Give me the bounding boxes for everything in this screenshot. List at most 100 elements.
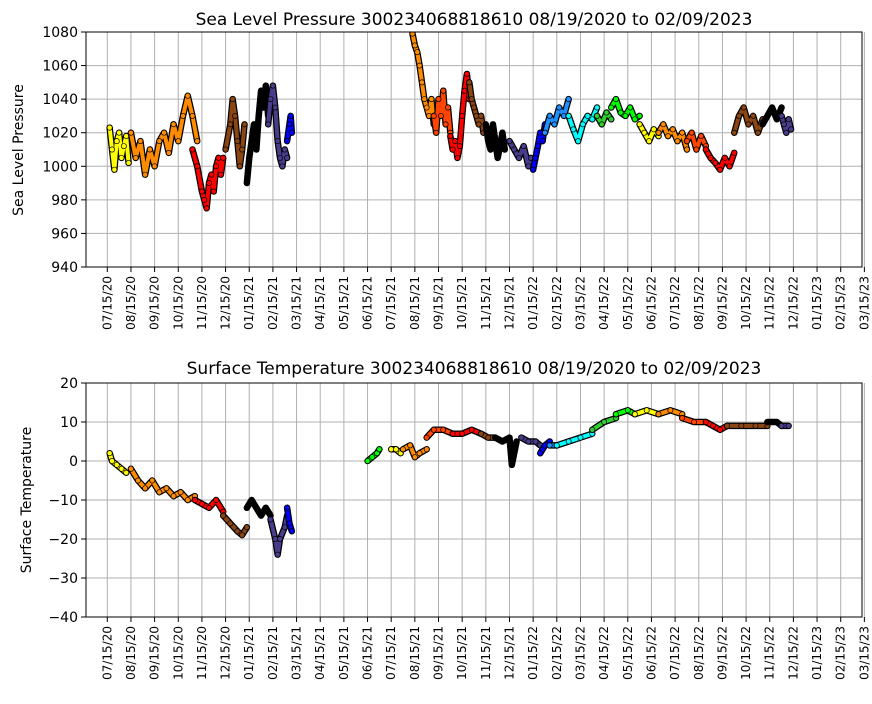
- x-tick-label: 02/15/22: [550, 626, 564, 680]
- data-point: [364, 458, 371, 464]
- series-line: [410, 32, 436, 127]
- data-point: [165, 149, 172, 156]
- y-axis-label: Surface Temperature: [19, 427, 35, 573]
- data-point: [194, 138, 201, 145]
- chart-title: Sea Level Pressure 300234068818610 08/19…: [196, 10, 753, 30]
- data-point: [773, 419, 780, 425]
- data-point: [508, 461, 515, 468]
- x-tick-label: 01/15/23: [810, 276, 824, 330]
- data-point: [785, 422, 792, 429]
- data-point: [135, 477, 141, 484]
- data-point: [262, 504, 269, 511]
- y-tick-label: −30: [48, 571, 78, 587]
- x-tick-label: 08/15/20: [124, 276, 138, 330]
- data-point: [113, 461, 120, 468]
- series-line: [519, 435, 543, 448]
- data-point: [118, 154, 125, 161]
- x-tick-label: 07/15/20: [100, 626, 114, 680]
- data-point: [243, 180, 250, 187]
- data-point: [542, 129, 548, 136]
- data-point: [624, 407, 631, 414]
- data-point: [277, 154, 283, 161]
- x-tick-label: 08/15/21: [408, 626, 422, 680]
- y-tick-label: 0: [69, 454, 78, 470]
- data-point: [269, 82, 276, 89]
- data-point: [764, 419, 771, 425]
- data-point: [277, 536, 283, 542]
- data-point: [778, 422, 785, 429]
- data-point: [284, 154, 291, 161]
- data-point: [778, 104, 785, 111]
- data-point: [627, 104, 634, 111]
- series-line: [244, 83, 271, 186]
- data-point: [288, 129, 295, 136]
- data-point: [170, 121, 177, 128]
- grid: [86, 31, 865, 268]
- x-tick-label: 05/15/21: [337, 276, 351, 330]
- data-point: [513, 438, 520, 445]
- data-point: [142, 171, 149, 178]
- data-point: [731, 129, 738, 136]
- x-tick-label: 05/15/22: [621, 276, 635, 330]
- series-line: [424, 427, 455, 440]
- data-point: [565, 112, 572, 119]
- data-point: [201, 196, 208, 203]
- x-tick-label: 06/15/22: [644, 626, 658, 680]
- x-tick-label: 03/15/21: [290, 276, 304, 330]
- data-point: [683, 146, 690, 153]
- data-point: [234, 138, 241, 145]
- x-tick-label: 12/15/20: [219, 276, 233, 330]
- plot-area: [106, 32, 795, 212]
- y-tick-label: 1040: [42, 92, 78, 108]
- data-point: [553, 442, 560, 449]
- data-point: [132, 154, 139, 161]
- data-point: [752, 422, 759, 429]
- data-point: [433, 129, 440, 136]
- x-tick-label: 12/15/21: [502, 626, 516, 680]
- data-point: [248, 138, 255, 145]
- data-point: [530, 166, 537, 173]
- data-point: [738, 422, 745, 429]
- x-tick-label: 06/15/21: [361, 626, 375, 680]
- x-tick-label: 08/15/22: [692, 276, 706, 330]
- x-tick-label: 01/15/21: [242, 276, 256, 330]
- x-tick-label: 03/15/22: [573, 626, 587, 680]
- data-point: [679, 129, 686, 136]
- data-point: [589, 116, 596, 123]
- data-point: [499, 438, 506, 445]
- data-point: [241, 121, 248, 128]
- data-point: [234, 528, 241, 535]
- data-point: [726, 163, 733, 170]
- data-point: [717, 166, 723, 173]
- data-point: [106, 124, 113, 131]
- data-point: [617, 109, 624, 116]
- x-tick-label: 02/15/23: [834, 276, 848, 330]
- data-point: [116, 129, 123, 136]
- data-point: [452, 138, 459, 145]
- data-point: [255, 112, 262, 119]
- data-point: [788, 126, 794, 133]
- x-tick-label: 02/15/22: [550, 276, 564, 330]
- data-point: [712, 159, 719, 166]
- y-tick-label: 20: [60, 376, 78, 392]
- data-point: [468, 426, 475, 433]
- data-point: [769, 104, 776, 111]
- data-point: [688, 129, 695, 136]
- data-point: [736, 112, 742, 119]
- y-tick-label: 940: [51, 260, 78, 276]
- data-point: [459, 112, 466, 119]
- data-point: [284, 138, 291, 145]
- x-tick-label: 03/15/21: [290, 626, 304, 680]
- data-point: [750, 112, 757, 119]
- x-tick-label: 12/15/21: [502, 276, 516, 330]
- x-tick-label: 10/15/20: [171, 626, 185, 680]
- pressure-panel: Sea Level Pressure 300234068818610 08/19…: [11, 10, 871, 330]
- data-point: [584, 112, 591, 119]
- data-point: [267, 516, 274, 523]
- data-point: [594, 112, 600, 119]
- data-point: [409, 32, 416, 37]
- data-point: [613, 411, 619, 418]
- data-point: [430, 426, 437, 433]
